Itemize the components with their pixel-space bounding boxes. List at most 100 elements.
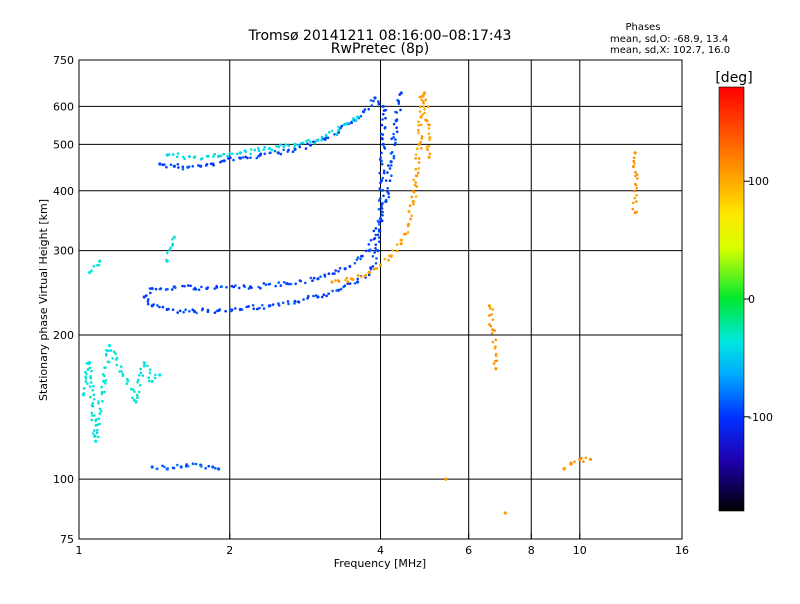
data-point (330, 129, 334, 133)
data-point (633, 189, 636, 193)
data-point (369, 99, 373, 102)
data-point (244, 150, 248, 153)
data-point (383, 147, 387, 150)
data-point (327, 292, 330, 296)
data-point (573, 460, 576, 464)
data-point (342, 123, 346, 126)
data-point (423, 91, 427, 95)
data-point (147, 379, 151, 383)
data-point (267, 146, 272, 151)
data-point (381, 137, 384, 141)
data-point (375, 267, 379, 270)
data-point (165, 307, 169, 312)
data-point (324, 134, 328, 138)
data-point (412, 203, 415, 206)
data-point (114, 358, 118, 361)
phase-stats-x: mean, sd,X: 102.7, 16.0 (610, 45, 730, 56)
data-point (165, 258, 168, 262)
data-point (383, 257, 387, 261)
data-point (490, 332, 494, 335)
data-point (379, 179, 384, 183)
data-point (88, 385, 92, 388)
data-point (340, 124, 344, 128)
data-point (158, 305, 161, 309)
data-point (374, 227, 378, 230)
data-point (253, 148, 257, 152)
data-point (287, 144, 291, 147)
colorbar-tick-label: -100 (748, 411, 773, 424)
data-point (411, 189, 415, 193)
data-point (93, 434, 97, 438)
data-point (494, 359, 497, 363)
data-point (394, 138, 397, 141)
data-point (85, 373, 88, 376)
data-point (378, 216, 383, 221)
data-point (245, 305, 248, 309)
data-point (373, 96, 377, 100)
data-point (392, 156, 396, 160)
colorbar (719, 87, 744, 511)
data-point (262, 307, 266, 310)
data-point (185, 463, 188, 466)
data-point (284, 143, 288, 146)
data-point (374, 233, 378, 237)
data-point (387, 195, 391, 199)
data-point (384, 179, 388, 182)
data-point (307, 294, 310, 298)
data-point (147, 298, 150, 301)
data-point (382, 171, 386, 175)
colorbar-tick-label: 0 (748, 293, 755, 306)
data-point (93, 397, 96, 401)
data-point (136, 378, 140, 382)
y-axis-label: Stationary phase Virtual Height [km] (37, 199, 50, 401)
data-point (369, 267, 373, 271)
data-point (304, 281, 307, 285)
data-point (396, 249, 399, 253)
data-point (87, 362, 90, 366)
data-point (89, 395, 92, 399)
data-point (418, 110, 422, 113)
data-point (137, 374, 141, 377)
data-point (380, 162, 384, 166)
data-point (428, 152, 432, 156)
data-point (270, 148, 274, 152)
data-point (286, 150, 290, 153)
data-point (147, 376, 151, 380)
data-point (84, 380, 88, 383)
data-point (297, 143, 300, 147)
data-point (384, 198, 388, 202)
data-point (125, 382, 129, 386)
data-point (255, 156, 259, 160)
data-point (126, 377, 129, 381)
data-point (91, 432, 95, 435)
data-point (345, 276, 349, 280)
data-point (277, 302, 280, 305)
data-point (236, 152, 239, 156)
data-point (399, 91, 403, 95)
data-point (100, 385, 103, 389)
data-point (373, 237, 377, 240)
data-point (426, 123, 430, 126)
data-point (494, 367, 498, 371)
data-point (204, 467, 207, 470)
data-point (356, 256, 360, 259)
data-point (96, 428, 99, 432)
data-point (339, 287, 343, 291)
data-point (414, 153, 418, 156)
data-point (234, 307, 237, 310)
data-point (378, 171, 382, 175)
data-point (636, 177, 639, 180)
data-point (377, 207, 381, 211)
data-point (389, 160, 393, 164)
data-point (139, 367, 142, 371)
data-point (423, 108, 426, 111)
data-point (371, 254, 375, 258)
data-point (426, 105, 430, 108)
data-point (417, 167, 421, 170)
data-point (381, 210, 384, 214)
data-point (635, 200, 638, 203)
data-point (634, 170, 637, 174)
data-point (374, 262, 378, 265)
data-point (377, 230, 381, 233)
data-point (101, 373, 105, 376)
